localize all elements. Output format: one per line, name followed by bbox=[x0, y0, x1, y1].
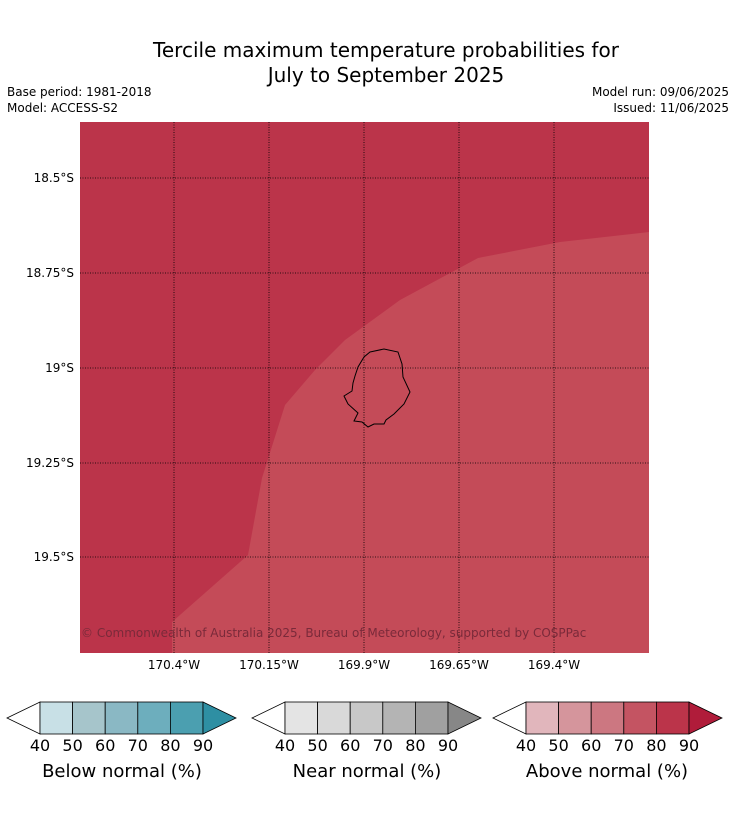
issued-date: Issued: 11/06/2025 bbox=[613, 101, 729, 115]
colorbar-below-seg bbox=[169, 701, 204, 735]
cb-tick: 70 bbox=[613, 736, 634, 755]
cb-tick: 60 bbox=[340, 736, 361, 755]
lat-label: 19.25°S bbox=[26, 456, 74, 470]
map-title: Tercile maximum temperature probabilitie… bbox=[0, 38, 736, 88]
niue-coastline bbox=[343, 348, 411, 428]
cb-tick: 70 bbox=[372, 736, 393, 755]
colorbar-near-min-arrow bbox=[251, 701, 286, 735]
colorbar-below-seg bbox=[104, 701, 139, 735]
colorbar-below bbox=[6, 701, 237, 735]
cb-tick: 50 bbox=[548, 736, 569, 755]
lon-label: 169.4°W bbox=[527, 658, 581, 672]
colorbar-below-seg bbox=[72, 701, 106, 735]
cb-tick: 80 bbox=[160, 736, 181, 755]
cb-tick: 60 bbox=[95, 736, 116, 755]
cb-tick: 90 bbox=[192, 736, 214, 755]
lon-label: 170.4°W bbox=[147, 658, 201, 672]
colorbar-above-max-arrow bbox=[688, 701, 723, 735]
cb-tick: 50 bbox=[62, 736, 83, 755]
graticule bbox=[80, 122, 649, 653]
colorbar-near-seg bbox=[317, 701, 351, 735]
cb-tick: 40 bbox=[515, 736, 537, 755]
model-name: Model: ACCESS-S2 bbox=[7, 101, 119, 115]
colorbar-below-max-arrow bbox=[202, 701, 237, 735]
region-above-70-80 bbox=[172, 232, 649, 653]
cb-tick: 40 bbox=[274, 736, 296, 755]
colorbar-above-seg bbox=[558, 701, 592, 735]
colorbar-below-seg bbox=[39, 701, 73, 735]
colorbar-below-label: Below normal (%) bbox=[42, 761, 202, 782]
colorbar-near-max-arrow bbox=[447, 701, 482, 735]
colorbar-below-min-arrow bbox=[6, 701, 41, 735]
colorbar-below-seg bbox=[137, 701, 171, 735]
cb-tick: 80 bbox=[646, 736, 667, 755]
colorbar-above-seg bbox=[655, 701, 690, 735]
lat-label: 19°S bbox=[45, 361, 74, 375]
lon-label: 169.65°W bbox=[429, 658, 489, 672]
cb-tick: 80 bbox=[405, 736, 426, 755]
lon-label: 170.15°W bbox=[239, 658, 299, 672]
base-period: Base period: 1981-2018 bbox=[7, 85, 152, 99]
colorbar-near-seg bbox=[414, 701, 449, 735]
cb-tick: 40 bbox=[29, 736, 51, 755]
colorbar-near-seg bbox=[284, 701, 318, 735]
lat-label: 18.5°S bbox=[33, 171, 74, 185]
cb-tick: 60 bbox=[581, 736, 602, 755]
colorbar-above-seg bbox=[623, 701, 657, 735]
title-line-1: Tercile maximum temperature probabilitie… bbox=[153, 38, 619, 62]
title-line-2: July to September 2025 bbox=[267, 63, 505, 87]
lon-label: 169.9°W bbox=[337, 658, 391, 672]
cb-tick: 90 bbox=[437, 736, 459, 755]
colorbar-above-seg bbox=[525, 701, 559, 735]
colorbar-above-min-arrow bbox=[492, 701, 527, 735]
cb-tick: 50 bbox=[307, 736, 328, 755]
meta-right: Model run: 09/06/2025 Issued: 11/06/2025 bbox=[592, 84, 729, 116]
colorbar-above-seg bbox=[590, 701, 625, 735]
lat-label: 18.75°S bbox=[26, 266, 74, 280]
colorbar-near-seg bbox=[382, 701, 416, 735]
cb-tick: 70 bbox=[127, 736, 148, 755]
colorbar-near-label: Near normal (%) bbox=[292, 761, 442, 782]
colorbar-above-label: Above normal (%) bbox=[525, 761, 689, 782]
lat-label: 19.5°S bbox=[33, 550, 74, 564]
model-run: Model run: 09/06/2025 bbox=[591, 85, 729, 99]
copyright-notice: © Commonwealth of Australia 2025, Bureau… bbox=[81, 626, 587, 640]
meta-left: Base period: 1981-2018 Model: ACCESS-S2 bbox=[7, 84, 152, 116]
colorbar-near bbox=[251, 701, 482, 735]
cb-tick: 90 bbox=[678, 736, 700, 755]
colorbar-near-seg bbox=[349, 701, 384, 735]
colorbar-above bbox=[492, 701, 723, 735]
